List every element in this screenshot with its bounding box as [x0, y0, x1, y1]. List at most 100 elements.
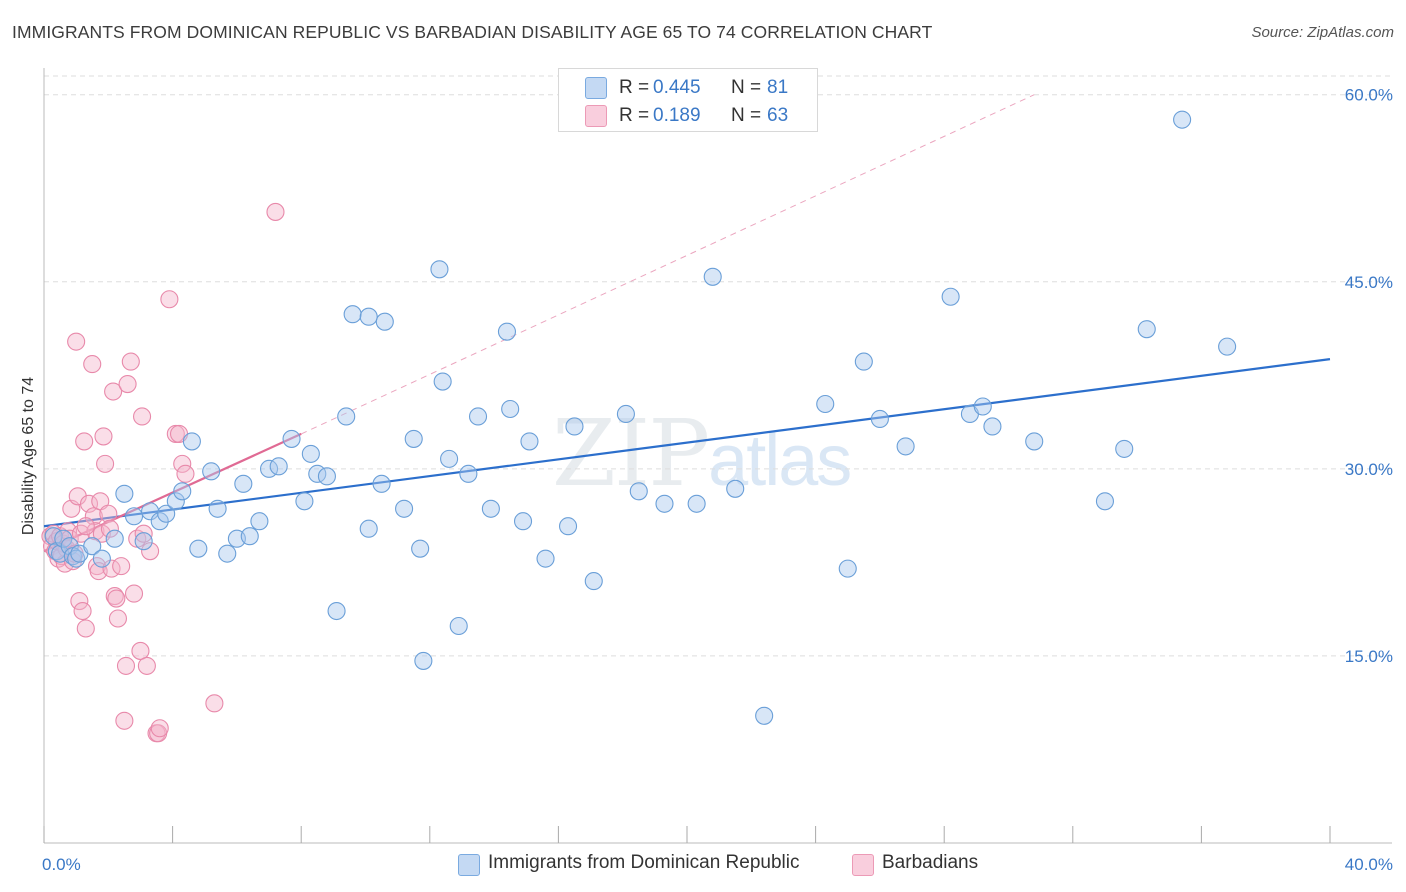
- point-dominican: [105, 529, 124, 548]
- point-dominican: [359, 307, 378, 326]
- point-dominican: [92, 549, 111, 568]
- point-dominican: [497, 322, 517, 341]
- point-barbadians: [137, 656, 156, 675]
- point-dominican: [404, 429, 423, 448]
- point-dominican: [536, 549, 555, 568]
- point-barbadians: [67, 332, 86, 351]
- point-barbadians: [104, 382, 123, 401]
- point-barbadians: [76, 619, 95, 638]
- source-credit: Source: ZipAtlas.com: [1251, 24, 1394, 41]
- y-tick-label: 60.0%: [1345, 86, 1393, 105]
- point-dominican: [459, 464, 478, 483]
- point-dominican: [816, 394, 835, 414]
- point-dominican: [372, 474, 391, 493]
- point-dominican: [896, 437, 915, 456]
- point-barbadians: [99, 504, 118, 523]
- point-barbadians: [83, 355, 102, 374]
- point-dominican: [616, 404, 635, 424]
- bottom-legend-label-dominican: Immigrants from Dominican Republic: [488, 852, 800, 873]
- trendline-barbadians-extended: [300, 94, 1035, 435]
- point-dominican: [655, 494, 674, 513]
- bottom-legend: Immigrants from Dominican Republic Barba…: [0, 852, 1406, 878]
- point-dominican: [1025, 432, 1044, 451]
- point-barbadians: [115, 711, 134, 730]
- point-barbadians: [173, 454, 192, 473]
- point-dominican: [1173, 110, 1192, 129]
- point-barbadians: [131, 641, 150, 660]
- series-barbadians: [41, 202, 285, 743]
- point-dominican: [327, 601, 346, 621]
- legend-r-label: R =: [619, 77, 650, 98]
- axis-labels: 15.0% 30.0% 45.0% 60.0% 0.0% 40.0% Disability …: [20, 86, 1393, 874]
- point-dominican: [411, 539, 430, 558]
- point-dominican: [250, 512, 269, 531]
- point-barbadians: [205, 694, 224, 713]
- point-dominican: [433, 372, 452, 391]
- legend-r-value: 0.445: [653, 77, 701, 98]
- y-tick-label: 30.0%: [1345, 460, 1393, 479]
- point-dominican: [414, 651, 433, 670]
- point-dominican: [449, 616, 468, 636]
- point-dominican: [440, 449, 459, 468]
- point-dominican: [134, 532, 153, 551]
- legend-n-label: N =: [731, 105, 762, 126]
- point-dominican: [1115, 439, 1134, 458]
- bottom-legend-label-barbadians: Barbadians: [882, 852, 979, 873]
- point-dominican: [870, 409, 889, 429]
- point-dominican: [208, 499, 227, 518]
- point-barbadians: [75, 432, 94, 451]
- point-dominican: [317, 467, 336, 486]
- legend-n-label: N =: [731, 77, 762, 98]
- point-barbadians: [76, 517, 95, 536]
- point-dominican: [854, 352, 873, 371]
- point-dominican: [343, 305, 362, 324]
- point-barbadians: [133, 407, 152, 426]
- point-barbadians: [121, 352, 140, 371]
- point-dominican: [83, 537, 102, 556]
- point-dominican: [513, 512, 533, 531]
- point-dominican: [703, 267, 722, 286]
- legend-n-value: 63: [767, 105, 789, 126]
- point-dominican: [234, 474, 253, 493]
- point-dominican: [202, 462, 221, 481]
- point-dominican: [54, 529, 73, 548]
- point-dominican: [430, 260, 449, 279]
- point-dominican: [218, 544, 237, 563]
- point-barbadians: [73, 601, 92, 621]
- legend: R = 0.445 N = 81 R = 0.189 N = 63: [558, 68, 818, 132]
- point-dominican: [1137, 320, 1156, 339]
- point-dominican: [520, 432, 539, 451]
- y-axis-title: Disability Age 65 to 74: [20, 377, 37, 535]
- point-dominican: [157, 504, 176, 523]
- chart-title: IMMIGRANTS FROM DOMINICAN REPUBLIC VS BA…: [12, 22, 933, 42]
- point-dominican: [687, 494, 706, 513]
- point-dominican: [468, 407, 488, 426]
- point-dominican: [584, 572, 603, 591]
- point-dominican: [150, 512, 169, 531]
- bottom-legend-swatch-blue: [458, 854, 480, 876]
- x-tick-label-min: 0.0%: [42, 855, 81, 874]
- point-dominican: [115, 484, 134, 503]
- point-dominican: [124, 507, 144, 526]
- point-dominican: [295, 492, 314, 511]
- point-dominican: [629, 482, 648, 501]
- point-dominican: [166, 492, 185, 511]
- point-barbadians: [107, 589, 126, 608]
- point-barbadians: [141, 542, 160, 561]
- point-barbadians: [94, 427, 113, 446]
- point-barbadians: [266, 202, 285, 221]
- legend-r-label: R =: [619, 105, 650, 126]
- point-dominican: [173, 482, 192, 501]
- point-dominican: [1218, 337, 1237, 356]
- point-dominican: [501, 399, 520, 419]
- point-dominican: [359, 519, 378, 538]
- trendline-dominican: [43, 358, 1331, 528]
- point-dominican: [973, 397, 992, 416]
- bottom-legend-swatch-pink: [852, 854, 874, 876]
- legend-n-value: 81: [767, 77, 789, 98]
- point-dominican: [189, 539, 208, 558]
- legend-swatch-blue: [585, 77, 607, 99]
- series-dominican-republic: [44, 110, 1237, 725]
- y-tick-label: 15.0%: [1345, 647, 1393, 666]
